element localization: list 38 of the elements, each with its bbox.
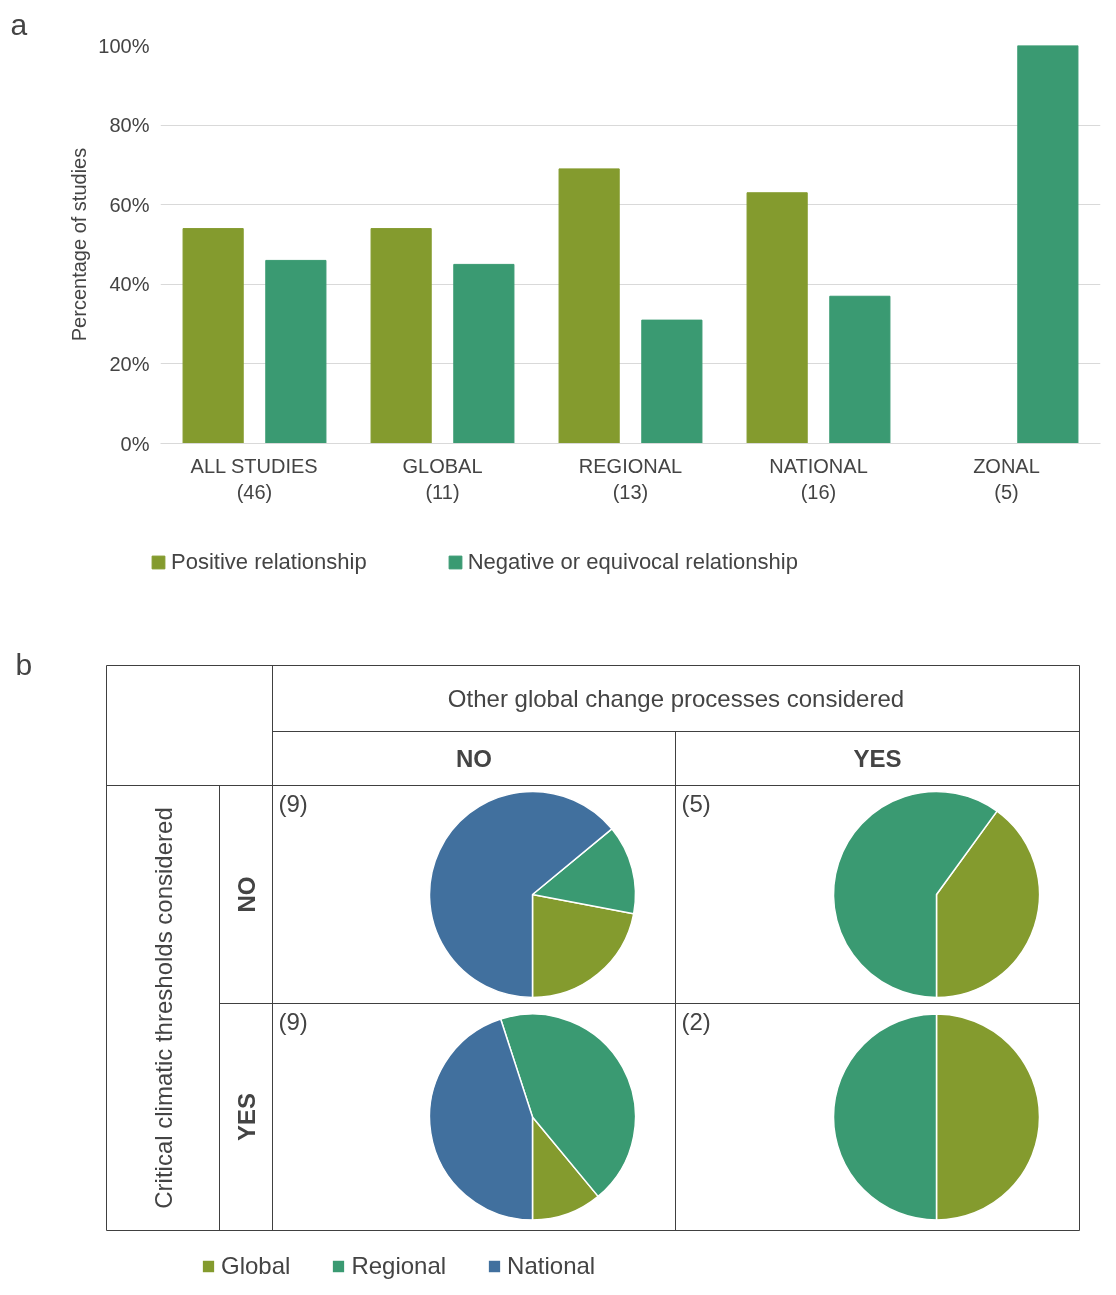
bar (829, 295, 891, 444)
bar (1017, 45, 1079, 444)
y-tick-label: 0% (120, 432, 150, 455)
y-tick-label: 60% (109, 193, 150, 216)
bar (370, 228, 432, 444)
legend-label: Global (221, 1252, 291, 1280)
text: Critical climatic thresholds considered (149, 807, 177, 1209)
bar (641, 319, 703, 444)
x-tick-label: NATIONAL (16) (769, 454, 868, 503)
text: NO (232, 876, 260, 913)
y-tick-label: 20% (109, 352, 150, 375)
chart-title: (5) (681, 789, 711, 817)
x-tick-label: GLOBAL (11) (402, 454, 483, 503)
text: Other global change processes considered (447, 685, 905, 712)
text: NO (456, 745, 492, 772)
legend-label: Negative or equivocal relationship (467, 549, 798, 575)
bar (182, 228, 244, 444)
x-tick-label: ZONAL (5) (973, 454, 1040, 503)
bar (265, 259, 327, 444)
chart-title: (9) (278, 1007, 308, 1035)
bar (746, 192, 808, 444)
legend-label: National (507, 1252, 596, 1280)
text: b (15, 647, 33, 681)
text: YES (853, 745, 902, 772)
y-tick-label: 80% (109, 114, 150, 137)
text: YES (232, 1092, 260, 1142)
chart-title: a (10, 7, 28, 41)
y-axis-title: Percentage of studies (68, 147, 91, 342)
y-tick-label: 40% (109, 273, 150, 296)
chart-title: (2) (681, 1007, 711, 1035)
legend-label: Positive relationship (171, 549, 367, 575)
bar (558, 168, 620, 444)
x-tick-label: ALL STUDIES (46) (190, 454, 318, 503)
bar (453, 263, 515, 444)
y-tick-label: 100% (98, 34, 150, 57)
legend-label: Regional (351, 1252, 447, 1280)
chart-title: (9) (278, 789, 308, 817)
x-tick-label: REGIONAL (13) (578, 454, 683, 503)
